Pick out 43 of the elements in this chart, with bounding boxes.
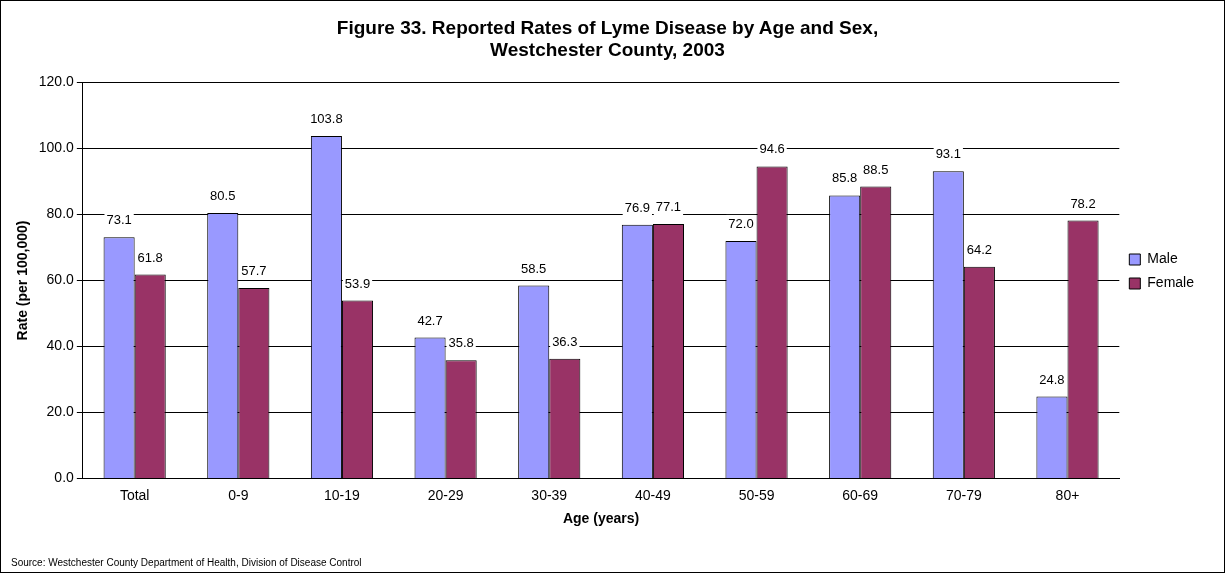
y-axis-title: Rate (per 100,000) [14,220,31,341]
data-label: 78.2 [1070,195,1096,211]
x-tick-label: 10-19 [324,486,361,503]
data-label: 57.7 [241,263,267,279]
x-axis-title: Age (years) [562,510,640,527]
data-label: 77.1 [655,199,682,215]
chart-title: Figure 33. Reported Rates of Lyme Disease by Age and Sex, Westchester County, 2003 [336,16,879,61]
data-label: 94.6 [759,141,785,157]
data-label: 73.1 [106,212,132,228]
x-tick-label: 0-9 [228,486,249,503]
data-label: 42.7 [417,312,443,328]
x-tick-label: 60-69 [842,486,879,503]
data-label: 64.2 [966,241,993,257]
data-label: 76.9 [624,199,651,215]
data-label: 53.9 [344,275,371,291]
data-label: 88.5 [863,161,889,177]
data-label: 93.1 [935,146,961,162]
x-tick-label: 70-79 [945,486,982,503]
x-tick-label: 80+ [1055,486,1080,503]
data-label: 61.8 [137,249,163,265]
x-tick-label: 30-39 [531,486,568,503]
x-tick-label: Total [119,486,150,503]
y-tick-label: 40.0 [46,337,75,354]
data-label: 36.3 [552,333,578,349]
source-note: Source: Westchester County Department of Health, Division of Disease Control [11,556,362,568]
y-tick-label: 0.0 [54,469,75,486]
y-tick-label: 80.0 [46,205,75,222]
y-tick-label: 100.0 [38,139,75,156]
x-tick-label: 40-49 [634,486,672,503]
data-label: 72.0 [728,216,754,231]
legend-label: Female [1147,274,1195,291]
legend-label: Male [1147,250,1178,267]
data-label: 80.5 [210,187,236,203]
data-label: 24.8 [1039,371,1065,387]
data-label: 35.8 [448,335,474,351]
data-label: 85.8 [831,170,858,186]
data-label: 58.5 [521,260,547,276]
x-tick-label: 50-59 [738,486,775,503]
x-tick-label: 20-29 [427,486,464,503]
y-tick-label: 120.0 [38,73,75,90]
y-tick-label: 60.0 [46,271,75,288]
y-tick-label: 20.0 [46,403,75,420]
data-label: 103.8 [310,111,343,127]
